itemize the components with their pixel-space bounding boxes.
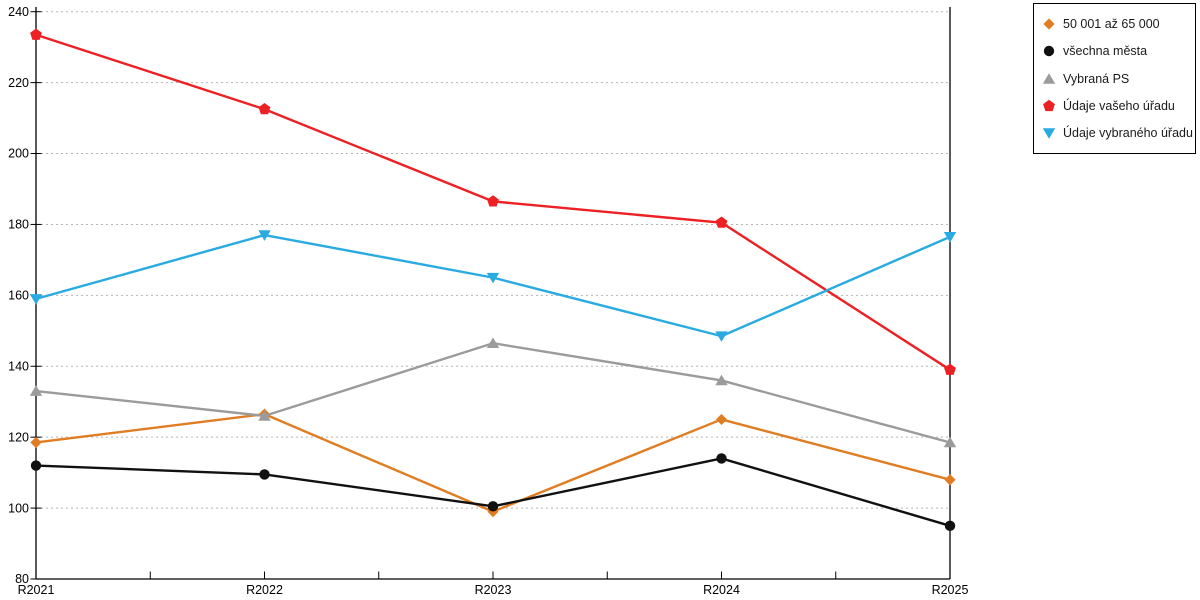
- legend-item-5: Údaje vybraného úřadu: [1034, 122, 1195, 144]
- diamond-marker: [715, 413, 728, 426]
- y-tick-label-120: 120: [8, 430, 29, 444]
- y-tick-label-160: 160: [8, 289, 29, 303]
- circle-marker: [716, 453, 727, 464]
- triangle-down-marker: [258, 230, 271, 241]
- triangle-up-marker: [486, 337, 500, 349]
- y-tick-label-100: 100: [8, 501, 29, 515]
- circle-marker: [30, 460, 42, 471]
- pentagon-marker: [715, 216, 728, 228]
- legend: 50 001 až 65 000 všechna města Vybraná PS Ú…: [1033, 3, 1196, 154]
- pentagon-marker: [487, 195, 499, 207]
- triangle-up-icon: [1042, 72, 1056, 84]
- triangle-down-marker: [715, 331, 728, 342]
- diamond-icon: [1043, 18, 1055, 30]
- legend-item-1: 50 001 až 65 000: [1034, 13, 1195, 35]
- y-tick-label-140: 140: [8, 359, 29, 373]
- legend-label: 50 001 až 65 000: [1063, 17, 1160, 31]
- y-tick-label-200: 200: [8, 147, 29, 161]
- triangle-up-marker: [258, 410, 271, 421]
- x-tick-label-R2025: R2025: [932, 583, 969, 597]
- circle-marker: [259, 469, 270, 480]
- legend-item-3: Vybraná PS: [1034, 68, 1195, 90]
- triangle-up-marker: [715, 374, 728, 386]
- pentagon-marker: [30, 28, 42, 40]
- x-tick-label-R2024: R2024: [703, 583, 740, 597]
- triangle-up-marker: [943, 436, 957, 448]
- circle-icon: [1043, 46, 1055, 57]
- pentagon-icon: [1043, 99, 1055, 111]
- triangle-down-icon: [1042, 128, 1056, 139]
- series-line-triangle-up: [35, 342, 951, 444]
- y-tick-label-80: 80: [15, 572, 29, 586]
- diamond-marker: [30, 436, 42, 449]
- legend-label: Vybraná PS: [1063, 71, 1130, 86]
- legend-item-2: všechna města: [1034, 40, 1195, 62]
- x-tick-label-R2022: R2022: [246, 583, 283, 597]
- circle-marker: [944, 520, 956, 532]
- series-line-diamond: [35, 412, 951, 513]
- legend-label: Údaje vybraného úřadu: [1063, 126, 1193, 140]
- pentagon-marker: [258, 103, 271, 115]
- legend-item-4: Údaje vašeho úřadu: [1034, 95, 1195, 117]
- triangle-down-marker: [486, 272, 500, 284]
- x-tick-label-R2021: R2021: [18, 583, 55, 597]
- y-tick-label-180: 180: [8, 218, 29, 232]
- triangle-up-marker: [29, 385, 43, 396]
- legend-label: všechna města: [1063, 44, 1148, 59]
- circle-marker: [487, 501, 499, 512]
- series-line-triangle-down: [35, 233, 951, 338]
- x-tick-label-R2023: R2023: [475, 583, 512, 597]
- triangle-down-marker: [29, 294, 43, 305]
- triangle-down-marker: [943, 232, 957, 243]
- diamond-marker: [944, 474, 956, 486]
- legend-label: Údaje vašeho úřadu: [1063, 98, 1175, 113]
- pentagon-marker: [944, 363, 956, 375]
- y-tick-label-240: 240: [8, 5, 29, 19]
- y-tick-label-220: 220: [8, 76, 29, 90]
